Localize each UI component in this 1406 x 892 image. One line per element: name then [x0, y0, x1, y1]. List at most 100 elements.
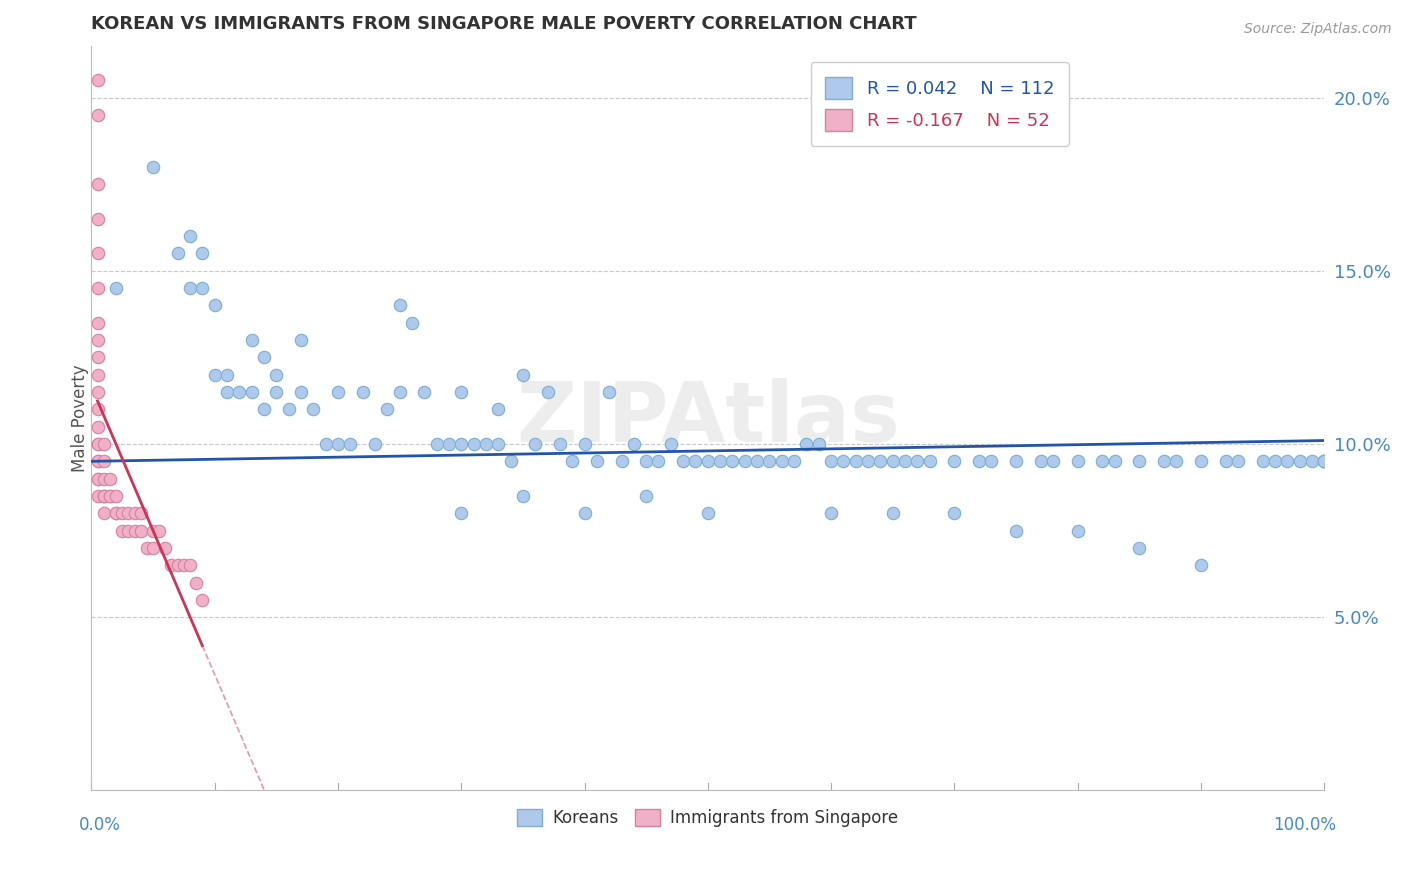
- Point: [1166, 454, 1188, 468]
- Point: [86, 108, 108, 122]
- Point: [93, 472, 115, 486]
- Point: [86, 368, 108, 382]
- Point: [636, 489, 658, 503]
- Point: [179, 281, 201, 295]
- Point: [266, 368, 288, 382]
- Point: [548, 437, 571, 451]
- Point: [166, 246, 188, 260]
- Point: [450, 385, 472, 400]
- Point: [228, 385, 250, 400]
- Point: [191, 592, 214, 607]
- Point: [1042, 454, 1064, 468]
- Point: [191, 246, 214, 260]
- Point: [142, 524, 165, 538]
- Point: [86, 454, 108, 468]
- Point: [215, 385, 238, 400]
- Point: [561, 454, 583, 468]
- Point: [1189, 558, 1212, 573]
- Point: [129, 506, 152, 520]
- Point: [1128, 541, 1150, 555]
- Point: [413, 385, 436, 400]
- Point: [93, 489, 115, 503]
- Point: [148, 524, 170, 538]
- Point: [240, 385, 263, 400]
- Point: [1277, 454, 1299, 468]
- Point: [796, 437, 818, 451]
- Point: [1091, 454, 1114, 468]
- Point: [86, 316, 108, 330]
- Point: [598, 385, 620, 400]
- Point: [86, 333, 108, 347]
- Point: [943, 506, 966, 520]
- Point: [326, 437, 349, 451]
- Point: [277, 402, 299, 417]
- Point: [93, 454, 115, 468]
- Point: [905, 454, 928, 468]
- Point: [166, 558, 188, 573]
- Point: [856, 454, 879, 468]
- Point: [524, 437, 547, 451]
- Point: [783, 454, 806, 468]
- Point: [290, 385, 312, 400]
- Point: [326, 385, 349, 400]
- Point: [173, 558, 195, 573]
- Text: 0.0%: 0.0%: [79, 816, 121, 834]
- Point: [647, 454, 669, 468]
- Point: [204, 298, 226, 312]
- Point: [105, 489, 128, 503]
- Point: [253, 351, 276, 365]
- Point: [574, 437, 596, 451]
- Point: [98, 489, 121, 503]
- Point: [111, 506, 134, 520]
- Point: [388, 298, 411, 312]
- Point: [586, 454, 609, 468]
- Y-axis label: Male Poverty: Male Poverty: [72, 364, 89, 472]
- Point: [574, 506, 596, 520]
- Point: [105, 506, 128, 520]
- Point: [86, 402, 108, 417]
- Point: [290, 333, 312, 347]
- Point: [86, 385, 108, 400]
- Point: [1301, 454, 1323, 468]
- Point: [215, 368, 238, 382]
- Point: [315, 437, 337, 451]
- Point: [1215, 454, 1237, 468]
- Point: [486, 437, 509, 451]
- Text: ZIPAtlas: ZIPAtlas: [516, 377, 900, 458]
- Point: [93, 506, 115, 520]
- Point: [672, 454, 695, 468]
- Point: [623, 437, 645, 451]
- Point: [401, 316, 423, 330]
- Point: [943, 454, 966, 468]
- Point: [135, 541, 157, 555]
- Point: [696, 506, 718, 520]
- Point: [86, 211, 108, 226]
- Text: Source: ZipAtlas.com: Source: ZipAtlas.com: [1244, 22, 1392, 37]
- Point: [1313, 454, 1336, 468]
- Point: [117, 506, 139, 520]
- Point: [845, 454, 868, 468]
- Point: [179, 558, 201, 573]
- Point: [1313, 454, 1336, 468]
- Point: [820, 454, 842, 468]
- Point: [499, 454, 522, 468]
- Point: [111, 524, 134, 538]
- Point: [894, 454, 917, 468]
- Point: [93, 437, 115, 451]
- Point: [142, 160, 165, 174]
- Point: [1005, 524, 1028, 538]
- Point: [160, 558, 183, 573]
- Point: [375, 402, 398, 417]
- Point: [1029, 454, 1052, 468]
- Point: [93, 489, 115, 503]
- Point: [696, 454, 718, 468]
- Point: [1005, 454, 1028, 468]
- Point: [179, 229, 201, 244]
- Point: [93, 489, 115, 503]
- Point: [186, 575, 208, 590]
- Point: [882, 506, 904, 520]
- Point: [1066, 454, 1088, 468]
- Point: [352, 385, 374, 400]
- Point: [832, 454, 855, 468]
- Point: [770, 454, 793, 468]
